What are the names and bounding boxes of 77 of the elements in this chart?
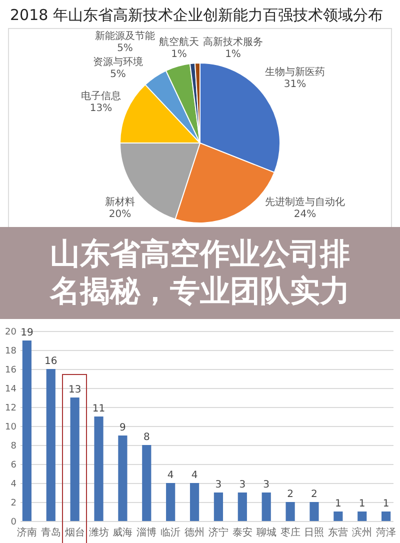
y-tick-label: 16	[5, 366, 17, 376]
x-tick-label: 威海	[112, 526, 133, 538]
bar	[94, 416, 104, 521]
x-tick-label: 德州	[184, 526, 205, 538]
bar	[190, 483, 200, 521]
x-tick-label: 泰安	[232, 526, 252, 538]
slice-label: 高新技术服务	[203, 36, 263, 48]
data-label: 20%	[108, 209, 132, 220]
slice-label: 电子信息	[81, 90, 121, 102]
bar	[382, 512, 391, 521]
data-label: 24%	[294, 209, 316, 220]
data-label: 5%	[117, 43, 133, 54]
y-tick-label: 12	[5, 404, 16, 414]
data-label: 1	[382, 498, 390, 510]
x-tick-label: 东营	[328, 526, 348, 538]
data-label: 2	[287, 489, 294, 500]
x-tick-label: 聊城	[256, 526, 276, 538]
data-label: 3	[263, 480, 270, 490]
data-label: 4	[167, 470, 174, 481]
y-tick-label: 18	[5, 346, 17, 356]
bar	[310, 502, 319, 521]
y-tick-label: 14	[5, 384, 17, 394]
bar	[118, 436, 128, 521]
x-tick-label: 临沂	[160, 526, 181, 538]
bar	[358, 512, 367, 521]
y-tick-label: 4	[10, 480, 17, 490]
data-label: 31%	[284, 79, 306, 90]
slice-label: 资源与环境	[93, 56, 143, 68]
bar	[214, 492, 224, 521]
x-tick-label: 滨州	[352, 526, 372, 538]
bar	[334, 512, 343, 521]
data-label: 3	[239, 480, 246, 490]
data-label: 13	[68, 384, 82, 396]
bar	[70, 398, 80, 521]
chart-title: 2018 年山东省高新技术企业创新能力百强技术领域分布	[9, 5, 384, 26]
x-tick-label: 日照	[304, 528, 324, 538]
slice-label: 先进制造与自动化	[265, 196, 345, 208]
data-label: 3	[215, 480, 222, 490]
x-tick-label: 菏泽	[376, 526, 396, 538]
x-tick-label: 潍坊	[88, 526, 109, 538]
data-label: 11	[92, 404, 106, 414]
y-tick-label: 6	[10, 460, 17, 470]
x-tick-label: 烟台	[64, 526, 85, 538]
slice-label: 生物与新医药	[265, 66, 325, 78]
bar	[142, 445, 152, 521]
data-label: 8	[143, 432, 150, 443]
y-tick-label: 0	[10, 518, 17, 528]
bar	[46, 369, 56, 521]
data-label: 1	[334, 498, 342, 510]
data-label: 13%	[90, 103, 112, 114]
data-label: 19	[20, 328, 34, 338]
data-label: 16	[44, 356, 58, 367]
bar	[166, 483, 176, 521]
x-tick-label: 济宁	[208, 526, 228, 538]
slice-label: 新能源及节能	[95, 30, 155, 42]
data-label: 2	[311, 489, 318, 500]
y-tick-label: 10	[5, 422, 17, 432]
slice-label: 航空航天	[159, 36, 199, 48]
x-tick-label: 淄博	[136, 526, 157, 538]
bar	[238, 492, 247, 521]
slice-label: 新材料	[105, 196, 135, 208]
y-tick-label: 2	[10, 498, 16, 508]
x-tick-label: 济南	[16, 526, 37, 538]
data-label: 4	[191, 470, 198, 481]
data-label: 1%	[225, 49, 241, 60]
x-tick-label: 枣庄	[280, 526, 300, 538]
y-tick-label: 20	[5, 328, 17, 338]
bar	[22, 340, 32, 521]
data-label: 1	[358, 498, 366, 510]
bar	[262, 492, 271, 521]
data-label: 9	[120, 422, 126, 434]
text: 山东省高空作业公司排名揭秘，专业团队实力	[50, 236, 351, 310]
data-label: 5%	[110, 69, 126, 80]
data-label: 1%	[171, 49, 187, 60]
x-tick-label: 青岛	[40, 526, 61, 538]
y-tick-label: 8	[10, 442, 17, 452]
bar	[286, 502, 295, 521]
